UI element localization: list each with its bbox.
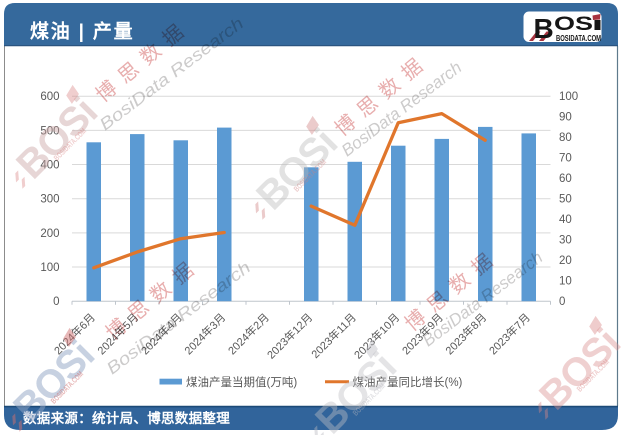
svg-text:煤油产量同比增长(%): 煤油产量同比增长(%) [353,375,463,389]
svg-text:OS: OS [554,14,593,35]
svg-text:400: 400 [40,160,59,172]
svg-text:60: 60 [559,173,572,185]
svg-text:80: 80 [559,132,572,144]
svg-text:100: 100 [40,262,59,274]
svg-text:煤油 | 产量: 煤油 | 产量 [30,20,134,43]
svg-text:数据来源：统计局、博思数据整理: 数据来源：统计局、博思数据整理 [23,410,230,426]
svg-text:500: 500 [40,125,59,137]
svg-text:100: 100 [559,91,578,103]
svg-text:90: 90 [559,112,572,124]
svg-text:煤油产量当期值(万吨): 煤油产量当期值(万吨) [186,375,297,389]
svg-text:B: B [534,13,554,44]
svg-text:30: 30 [559,235,572,247]
svg-text:70: 70 [559,153,572,165]
svg-text:200: 200 [40,228,59,240]
svg-text:50: 50 [559,194,572,206]
svg-text:0: 0 [53,296,59,308]
svg-text:20: 20 [559,255,572,267]
svg-text:BOSIDATA.COM: BOSIDATA.COM [556,34,601,43]
svg-text:10: 10 [559,276,572,288]
svg-text:40: 40 [559,214,572,226]
svg-text:0: 0 [559,296,565,308]
svg-text:600: 600 [40,91,59,103]
svg-text:300: 300 [40,194,59,206]
